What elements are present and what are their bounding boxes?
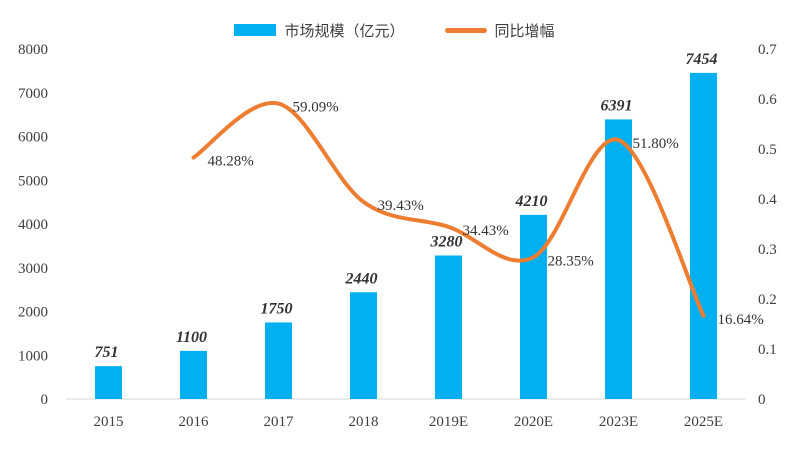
y-right-tick-label: 0.3 (758, 242, 777, 258)
line-value-label: 48.28% (208, 154, 254, 170)
line-value-label: 59.09% (293, 100, 339, 116)
y-left-tick-label: 4000 (18, 217, 48, 233)
x-tick-label: 2016 (179, 414, 210, 430)
bar-value-label: 7454 (686, 51, 718, 68)
legend: 市场规模（亿元） 同比增幅 (0, 18, 789, 42)
legend-item-bar: 市场规模（亿元） (234, 20, 405, 41)
line-value-label: 34.43% (463, 223, 509, 239)
y-left-tick-label: 1000 (18, 348, 48, 364)
y-left-tick-label: 3000 (18, 261, 48, 277)
line-series (191, 100, 706, 318)
bar (605, 119, 632, 400)
bar (265, 322, 292, 399)
line-value-label: 39.43% (378, 198, 424, 214)
y-right-tick-label: 0.1 (758, 342, 777, 358)
bar-value-label: 6391 (601, 97, 633, 114)
x-tick-label: 2019E (429, 414, 468, 430)
bar-value-label: 3280 (430, 234, 463, 251)
y-left-tick-label: 0 (41, 392, 49, 408)
line-value-label: 51.80% (633, 136, 679, 152)
bar (180, 350, 207, 399)
bar (95, 366, 122, 399)
bar (690, 72, 717, 399)
x-tick-label: 2018 (349, 414, 379, 430)
y-right-tick-label: 0.7 (758, 42, 777, 58)
y-left-tick-label: 8000 (18, 42, 48, 58)
bar-value-label: 2440 (345, 270, 378, 287)
bar-value-label: 1100 (176, 329, 207, 346)
bar (435, 255, 462, 399)
y-left-tick-label: 5000 (18, 173, 48, 189)
bar-value-label: 4210 (515, 193, 548, 210)
y-right-tick-label: 0.4 (758, 192, 777, 208)
legend-swatch-bar (234, 24, 277, 36)
y-left-tick-label: 2000 (18, 305, 48, 321)
legend-label-line: 同比增幅 (494, 21, 555, 40)
bar-value-label: 1750 (261, 300, 293, 317)
legend-swatch-line (444, 27, 487, 33)
y-right-tick-label: 0.6 (758, 92, 777, 108)
y-right-tick-label: 0 (758, 392, 766, 408)
y-right-tick-label: 0.2 (758, 292, 777, 308)
x-tick-label: 2017 (264, 414, 295, 430)
y-left-tick-label: 6000 (18, 130, 48, 146)
x-tick-label: 2015 (94, 414, 124, 430)
line-value-label: 16.64% (718, 312, 764, 328)
x-tick-label: 2023E (599, 414, 638, 430)
bar (520, 214, 547, 399)
y-left-tick-label: 7000 (18, 86, 48, 102)
line-value-label: 28.35% (548, 253, 594, 269)
x-tick-label: 2020E (514, 414, 553, 430)
y-right-tick-label: 0.5 (758, 142, 777, 158)
legend-label-bar: 市场规模（亿元） (284, 21, 405, 40)
bar-value-label: 751 (95, 344, 119, 361)
bar (350, 292, 377, 399)
x-tick-label: 2025E (684, 414, 723, 430)
legend-item-line: 同比增幅 (444, 20, 555, 41)
